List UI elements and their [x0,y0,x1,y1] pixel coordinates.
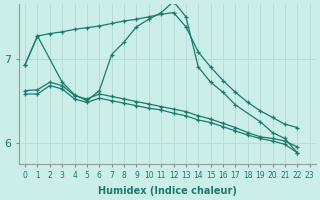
X-axis label: Humidex (Indice chaleur): Humidex (Indice chaleur) [98,186,237,196]
